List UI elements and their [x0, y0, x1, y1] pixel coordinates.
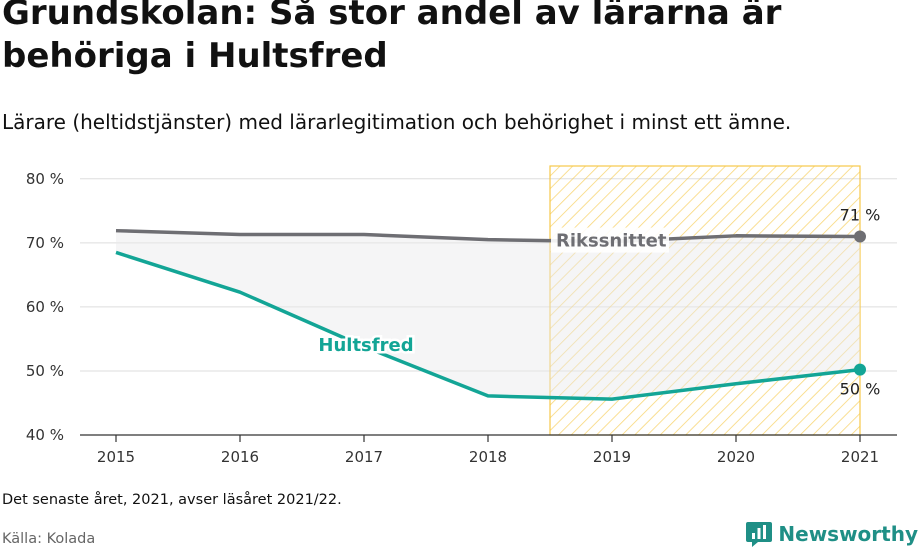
chart-title: Grundskolan: Så stor andel av lärarna är… — [2, 0, 782, 76]
x-tick-label: 2015 — [97, 448, 135, 466]
x-tick-label: 2019 — [593, 448, 631, 466]
highlight-rect — [549, 165, 861, 436]
brand-name: Newsworthy — [778, 522, 918, 546]
series-label-rikssnittet: Rikssnittet — [556, 231, 667, 252]
y-tick-label: 50 % — [26, 362, 64, 380]
end-value-label-rikssnittet: 71 % — [840, 205, 881, 224]
source: Källa: Kolada — [2, 531, 96, 547]
x-tick-label: 2018 — [469, 448, 507, 466]
series-labels: 71 % 50 % Rikssnittet Hultsfred — [316, 205, 881, 399]
series-line-hultsfred — [115, 250, 861, 401]
y-tick-label: 70 % — [26, 234, 64, 252]
newsworthy-chart-logo-icon — [746, 522, 773, 547]
y-tick-label: 40 % — [26, 426, 64, 444]
series-lines — [115, 228, 866, 401]
footnote: Det senaste året, 2021, avser läsåret 20… — [2, 492, 342, 508]
brand-logo: Newsworthy — [746, 520, 918, 548]
x-tick-label: 2017 — [345, 448, 383, 466]
gap-area — [116, 230, 860, 400]
end-point-hultsfred — [854, 363, 866, 376]
series-label-hultsfred: Hultsfred — [318, 335, 413, 356]
y-tick-label: 60 % — [26, 298, 64, 316]
axes: 2015 2016 2017 2018 2019 2020 2021 — [80, 434, 897, 466]
line-chart: 40 %50 %60 %70 %80 % 2015 2016 2017 2018 201… — [26, 165, 897, 466]
x-tick-label: 2016 — [221, 448, 259, 466]
x-tick-label: 2020 — [717, 448, 755, 466]
gap-area-fill — [116, 230, 860, 400]
x-tick-label: 2021 — [841, 448, 879, 466]
y-tick-label: 80 % — [26, 170, 64, 188]
chart-subtitle: Lärare (heltidstjänster) med lärarlegiti… — [2, 110, 792, 134]
rikssnittet-label-bg — [551, 227, 669, 253]
end-point-rikssnittet — [854, 230, 866, 243]
highlight-area — [549, 165, 861, 436]
end-value-label-hultsfred: 50 % — [840, 380, 881, 399]
series-line-rikssnittet — [115, 228, 861, 244]
